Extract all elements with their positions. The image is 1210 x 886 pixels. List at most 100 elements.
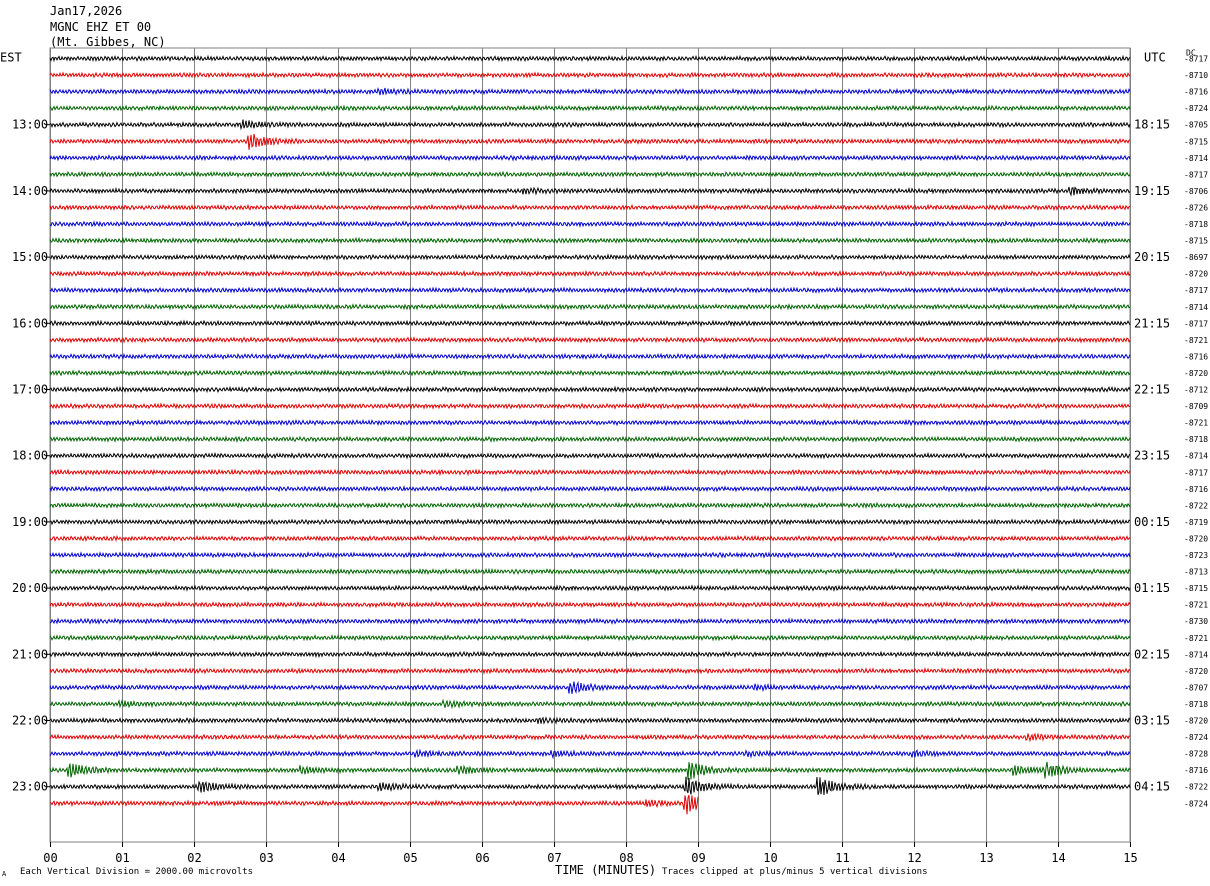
utc-time-label: 23:15	[1134, 449, 1170, 463]
utc-time-label: 01:15	[1134, 581, 1170, 595]
dc-offset-label: -8717	[1184, 55, 1208, 64]
dc-offset-label: -8718	[1184, 435, 1208, 444]
trace-row	[49, 336, 1131, 344]
dc-offset-label: -8721	[1184, 634, 1208, 643]
trace-row	[49, 352, 1131, 361]
dc-offset-label: -8724	[1184, 733, 1208, 742]
x-tick-label: 11	[835, 851, 849, 865]
est-axis-label: EST	[0, 51, 22, 65]
trace-row	[49, 666, 1131, 675]
est-time-label: 22:00	[12, 714, 48, 728]
est-time-label: 19:00	[12, 515, 48, 529]
dc-offset-label: -8718	[1184, 220, 1208, 229]
x-tick-label: 07	[547, 851, 561, 865]
dc-offset-label: -8706	[1184, 187, 1208, 196]
trace-row	[49, 236, 1131, 245]
dc-offset-label: -8717	[1184, 286, 1208, 295]
chart-date: Jan17,2026	[50, 4, 123, 18]
trace-row	[49, 186, 1131, 197]
dc-offset-label: -8721	[1184, 419, 1208, 428]
trace-row	[49, 319, 1131, 328]
utc-time-label: 21:15	[1134, 316, 1170, 330]
utc-time-label: 00:15	[1134, 515, 1170, 529]
dc-offset-label: -8721	[1184, 601, 1208, 610]
trace-row	[49, 87, 1131, 96]
dc-offset-label: -8715	[1184, 137, 1208, 146]
dc-offset-label: -8723	[1184, 551, 1208, 560]
dc-offset-label: -8726	[1184, 203, 1208, 212]
x-tick-label: 10	[763, 851, 777, 865]
dc-offset-label: -8710	[1184, 71, 1208, 80]
dc-offset-label: -8717	[1184, 468, 1208, 477]
est-time-label: 18:00	[12, 449, 48, 463]
est-time-label: 16:00	[12, 316, 48, 330]
x-tick-label: 02	[187, 851, 201, 865]
trace-row	[49, 748, 1131, 760]
est-time-label: 17:00	[12, 383, 48, 397]
trace-row	[49, 534, 1131, 543]
trace-row	[49, 435, 1131, 443]
trace-row	[49, 698, 1131, 710]
x-tick-label: 01	[115, 851, 129, 865]
trace-row	[49, 203, 1131, 212]
dc-offset-label: -8720	[1184, 270, 1208, 279]
dc-offset-label: -8730	[1184, 617, 1208, 626]
trace-row	[49, 303, 1131, 311]
dc-header-label: DC	[1186, 49, 1196, 58]
dc-offset-label: -8720	[1184, 717, 1208, 726]
dc-offset-label: -8717	[1184, 319, 1208, 328]
dc-offset-label: -8720	[1184, 667, 1208, 676]
dc-offset-label: -8707	[1184, 683, 1208, 692]
est-time-label: 20:00	[12, 581, 48, 595]
trace-row	[49, 551, 1131, 559]
scale-note: Each Vertical Division = 2000.00 microvo…	[20, 867, 253, 877]
trace-row	[49, 484, 1131, 493]
x-tick-label: 13	[979, 851, 993, 865]
trace-row	[49, 253, 1131, 261]
trace-row	[49, 650, 1131, 659]
x-tick-label: 09	[691, 851, 705, 865]
station-code: MGNC EHZ ET 00	[50, 20, 152, 34]
trace-row	[49, 418, 1131, 427]
x-tick-label: 03	[259, 851, 273, 865]
trace-row	[49, 501, 1131, 510]
dc-offset-label: -8722	[1184, 501, 1208, 510]
x-tick-label: 06	[475, 851, 489, 865]
dc-offset-label: -8721	[1184, 336, 1208, 345]
dc-offset-label: -8718	[1184, 700, 1208, 709]
x-tick-label: 04	[331, 851, 345, 865]
trace-row	[49, 104, 1131, 112]
x-tick-label: 05	[403, 851, 417, 865]
dc-offset-label: -8712	[1184, 386, 1208, 395]
clip-note: Traces clipped at plus/minus 5 vertical …	[662, 867, 928, 877]
x-tick-label: 08	[619, 851, 633, 865]
x-tick-label: 12	[907, 851, 921, 865]
trace-row	[49, 776, 1131, 796]
dc-offset-label: -8714	[1184, 154, 1208, 163]
corner-mark: A	[2, 870, 7, 878]
x-axis-title: TIME (MINUTES)	[555, 863, 657, 877]
dc-offset-label: -8720	[1184, 534, 1208, 543]
trace-row	[49, 633, 1131, 642]
utc-time-label: 02:15	[1134, 647, 1170, 661]
trace-row	[49, 369, 1131, 377]
trace-row	[49, 402, 1131, 410]
utc-time-label: 04:15	[1134, 780, 1170, 794]
trace-row	[49, 600, 1131, 609]
trace-row	[49, 71, 1131, 79]
dc-offset-label: -8714	[1184, 650, 1208, 659]
trace-row	[49, 54, 1131, 63]
trace-row	[49, 716, 1131, 725]
dc-offset-label: -8715	[1184, 584, 1208, 593]
trace-row	[49, 220, 1131, 228]
dc-offset-label: -8715	[1184, 237, 1208, 246]
trace-row	[49, 761, 1131, 780]
seismic-traces	[49, 54, 1131, 815]
trace-row	[49, 680, 1131, 694]
est-time-label: 14:00	[12, 184, 48, 198]
dc-offset-label: -8722	[1184, 783, 1208, 792]
dc-offset-label: -8720	[1184, 369, 1208, 378]
utc-time-label: 03:15	[1134, 714, 1170, 728]
utc-time-label: 19:15	[1134, 184, 1170, 198]
